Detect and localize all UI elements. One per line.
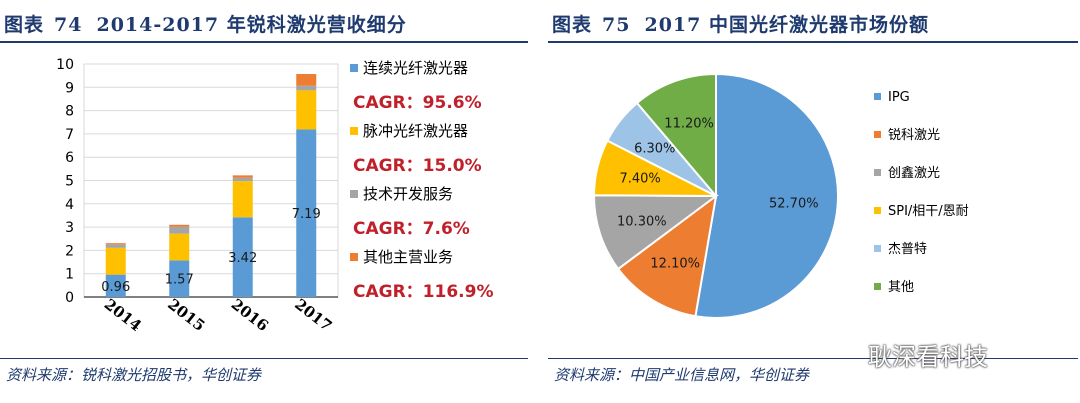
slice-label: 52.70% <box>769 197 819 212</box>
figure-75: 图表 75 2017 中国光纤激光器市场份额 52.70% 12.10% 10.30% 7… <box>548 0 1080 403</box>
pie-slice <box>616 193 718 318</box>
data-label: 1.57 <box>165 273 194 288</box>
legend-label: SPI/相干/恩耐 <box>888 204 969 219</box>
market-share-pie-chart: 52.70% 12.10% 10.30% 7.40% 6.30% 11.20% IPG 锐科激… <box>592 72 969 319</box>
y-tick-label: 4 <box>65 197 74 213</box>
y-tick-label: 7 <box>65 127 74 143</box>
figure-75-label: 图表 <box>552 14 593 36</box>
y-tick-label: 9 <box>65 80 74 96</box>
x-tick-label: 2017 <box>291 295 335 335</box>
bar-segment <box>232 181 253 218</box>
figure-74: 图表 74 2014-2017 年锐科激光营收细分 0 1 2 3 4 5 6 7 8 9 10 0.96… <box>0 0 530 403</box>
watermark: 耿深看科技 <box>868 337 988 372</box>
figure-75-number: 75 <box>602 14 631 36</box>
title-rule <box>0 41 528 43</box>
y-tick-label: 1 <box>65 267 74 283</box>
bar-segment <box>232 175 253 178</box>
legend-label: IPG <box>888 90 910 105</box>
slice-label: 6.30% <box>634 142 675 157</box>
x-tick-label: 2015 <box>164 295 208 335</box>
legend-label: 杰普特 <box>888 242 927 257</box>
figure-74-source: 资料来源：锐科激光招股书，华创证券 <box>6 366 262 384</box>
pie-slice <box>593 194 719 271</box>
bar-segment <box>169 260 190 297</box>
pie-slice <box>694 72 839 319</box>
y-tick-label: 6 <box>65 150 74 166</box>
pie-slice <box>635 72 717 199</box>
slice-label: 7.40% <box>619 172 660 187</box>
figure-74-label: 图表 <box>4 14 45 36</box>
legend-swatch <box>350 127 358 135</box>
figure-75-caption: 2017 中国光纤激光器市场份额 <box>644 14 929 36</box>
cagr-label: CAGR：95.6% <box>353 93 482 113</box>
bar-segment <box>169 233 190 261</box>
bar-segment <box>105 243 126 245</box>
legend-swatch <box>350 190 358 198</box>
legend-swatch <box>874 131 881 138</box>
bar-segment <box>296 85 317 91</box>
cagr-label: CAGR：7.6% <box>353 219 470 239</box>
cagr-label: CAGR：15.0% <box>353 156 482 176</box>
figure-74-number: 74 <box>54 14 83 36</box>
bar-segment <box>169 224 190 227</box>
data-label: 7.19 <box>292 207 321 222</box>
y-tick-label: 0 <box>65 290 74 306</box>
y-tick-label: 5 <box>65 174 74 190</box>
legend-label: 创鑫激光 <box>888 165 940 181</box>
slice-label: 11.20% <box>664 117 714 132</box>
bar-segment <box>232 217 253 297</box>
legend-label: 其他主营业务 <box>363 248 453 266</box>
bar-segment <box>105 274 126 297</box>
y-tick-label: 3 <box>65 220 74 236</box>
slice-label: 12.10% <box>650 257 700 272</box>
bar-segment <box>296 74 317 86</box>
bar-segment <box>296 90 317 130</box>
cagr-label: CAGR：116.9% <box>353 282 493 302</box>
y-tick-label: 8 <box>65 104 74 120</box>
legend-swatch <box>350 253 358 261</box>
legend-label: 脉冲光纤激光器 <box>363 122 468 140</box>
source-rule <box>548 358 1078 359</box>
x-tick-label: 2014 <box>101 295 145 335</box>
legend-swatch <box>874 93 881 100</box>
x-tick-label: 2016 <box>228 295 272 335</box>
bar-segment <box>169 226 190 234</box>
slice-label: 10.30% <box>617 214 667 229</box>
y-tick-label: 2 <box>65 243 74 259</box>
figure-74-caption: 2014-2017 年锐科激光营收细分 <box>96 14 407 36</box>
bar-segment <box>105 247 126 275</box>
legend-swatch <box>874 245 881 252</box>
legend-label: 连续光纤激光器 <box>363 59 468 77</box>
legend-swatch <box>874 169 881 176</box>
legend-label: 其他 <box>888 280 914 295</box>
legend-swatch <box>874 283 881 290</box>
figure-75-source: 资料来源：中国产业信息网，华创证券 <box>554 366 810 384</box>
legend-label: 锐科激光 <box>888 128 940 143</box>
legend-swatch <box>874 207 881 214</box>
source-rule <box>0 358 528 359</box>
figure-74-title: 图表 74 2014-2017 年锐科激光营收细分 <box>4 10 407 37</box>
legend-label: 技术开发服务 <box>363 185 453 203</box>
figure-75-title: 图表 75 2017 中国光纤激光器市场份额 <box>552 10 929 37</box>
data-label: 0.96 <box>101 280 130 295</box>
bar-segment <box>296 129 317 297</box>
bar-segment <box>232 177 253 182</box>
watermark-text: 耿深看科技 <box>868 343 988 371</box>
y-tick-label: 10 <box>56 57 74 73</box>
legend-swatch <box>350 64 358 72</box>
title-rule <box>548 41 1078 43</box>
bar-segment <box>105 244 126 248</box>
data-label: 3.42 <box>228 251 257 266</box>
